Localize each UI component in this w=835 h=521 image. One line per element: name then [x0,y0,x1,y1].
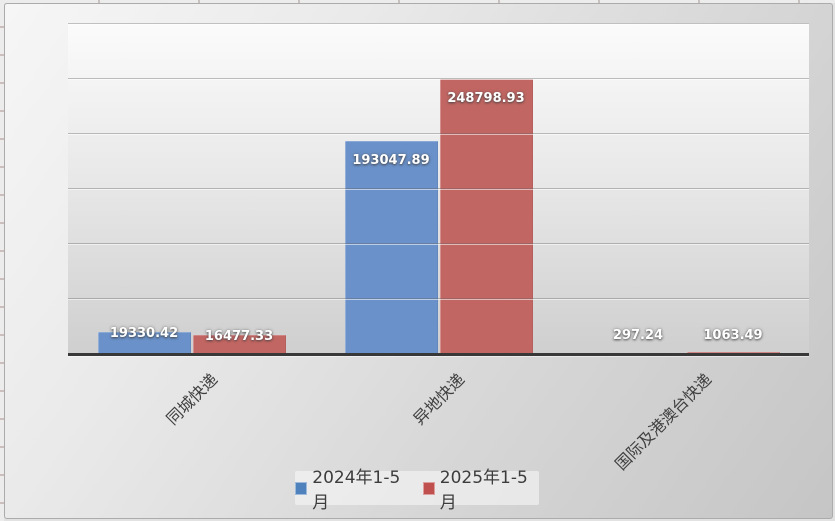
bar-series0-cat0[interactable] [97,331,191,353]
worksheet-gridlines-left [0,0,4,521]
legend-label-2024: 2024年1-5月 [312,468,401,513]
legend-item-2024[interactable]: 2024年1-5月 [295,463,412,513]
legend[interactable]: 2024年1-5月 2025年1-5月 [295,468,539,513]
plot-area[interactable]: 19330.42 193047.89 297.24 16477.33 248798.93… [68,23,809,353]
x-axis-line [68,353,809,356]
bar-series0-cat1[interactable] [344,140,438,353]
worksheet-gridlines-top [0,0,835,3]
bars-layer [68,23,809,353]
legend-swatch-2025-icon [422,481,435,495]
bar-series1-cat1[interactable] [439,79,533,353]
bar-series1-cat2[interactable] [686,351,780,353]
legend-label-2025: 2025年1-5月 [439,468,528,513]
legend-swatch-2024-icon [295,481,308,495]
bar-series1-cat0[interactable] [192,334,286,353]
legend-item-2025[interactable]: 2025年1-5月 [422,463,540,513]
